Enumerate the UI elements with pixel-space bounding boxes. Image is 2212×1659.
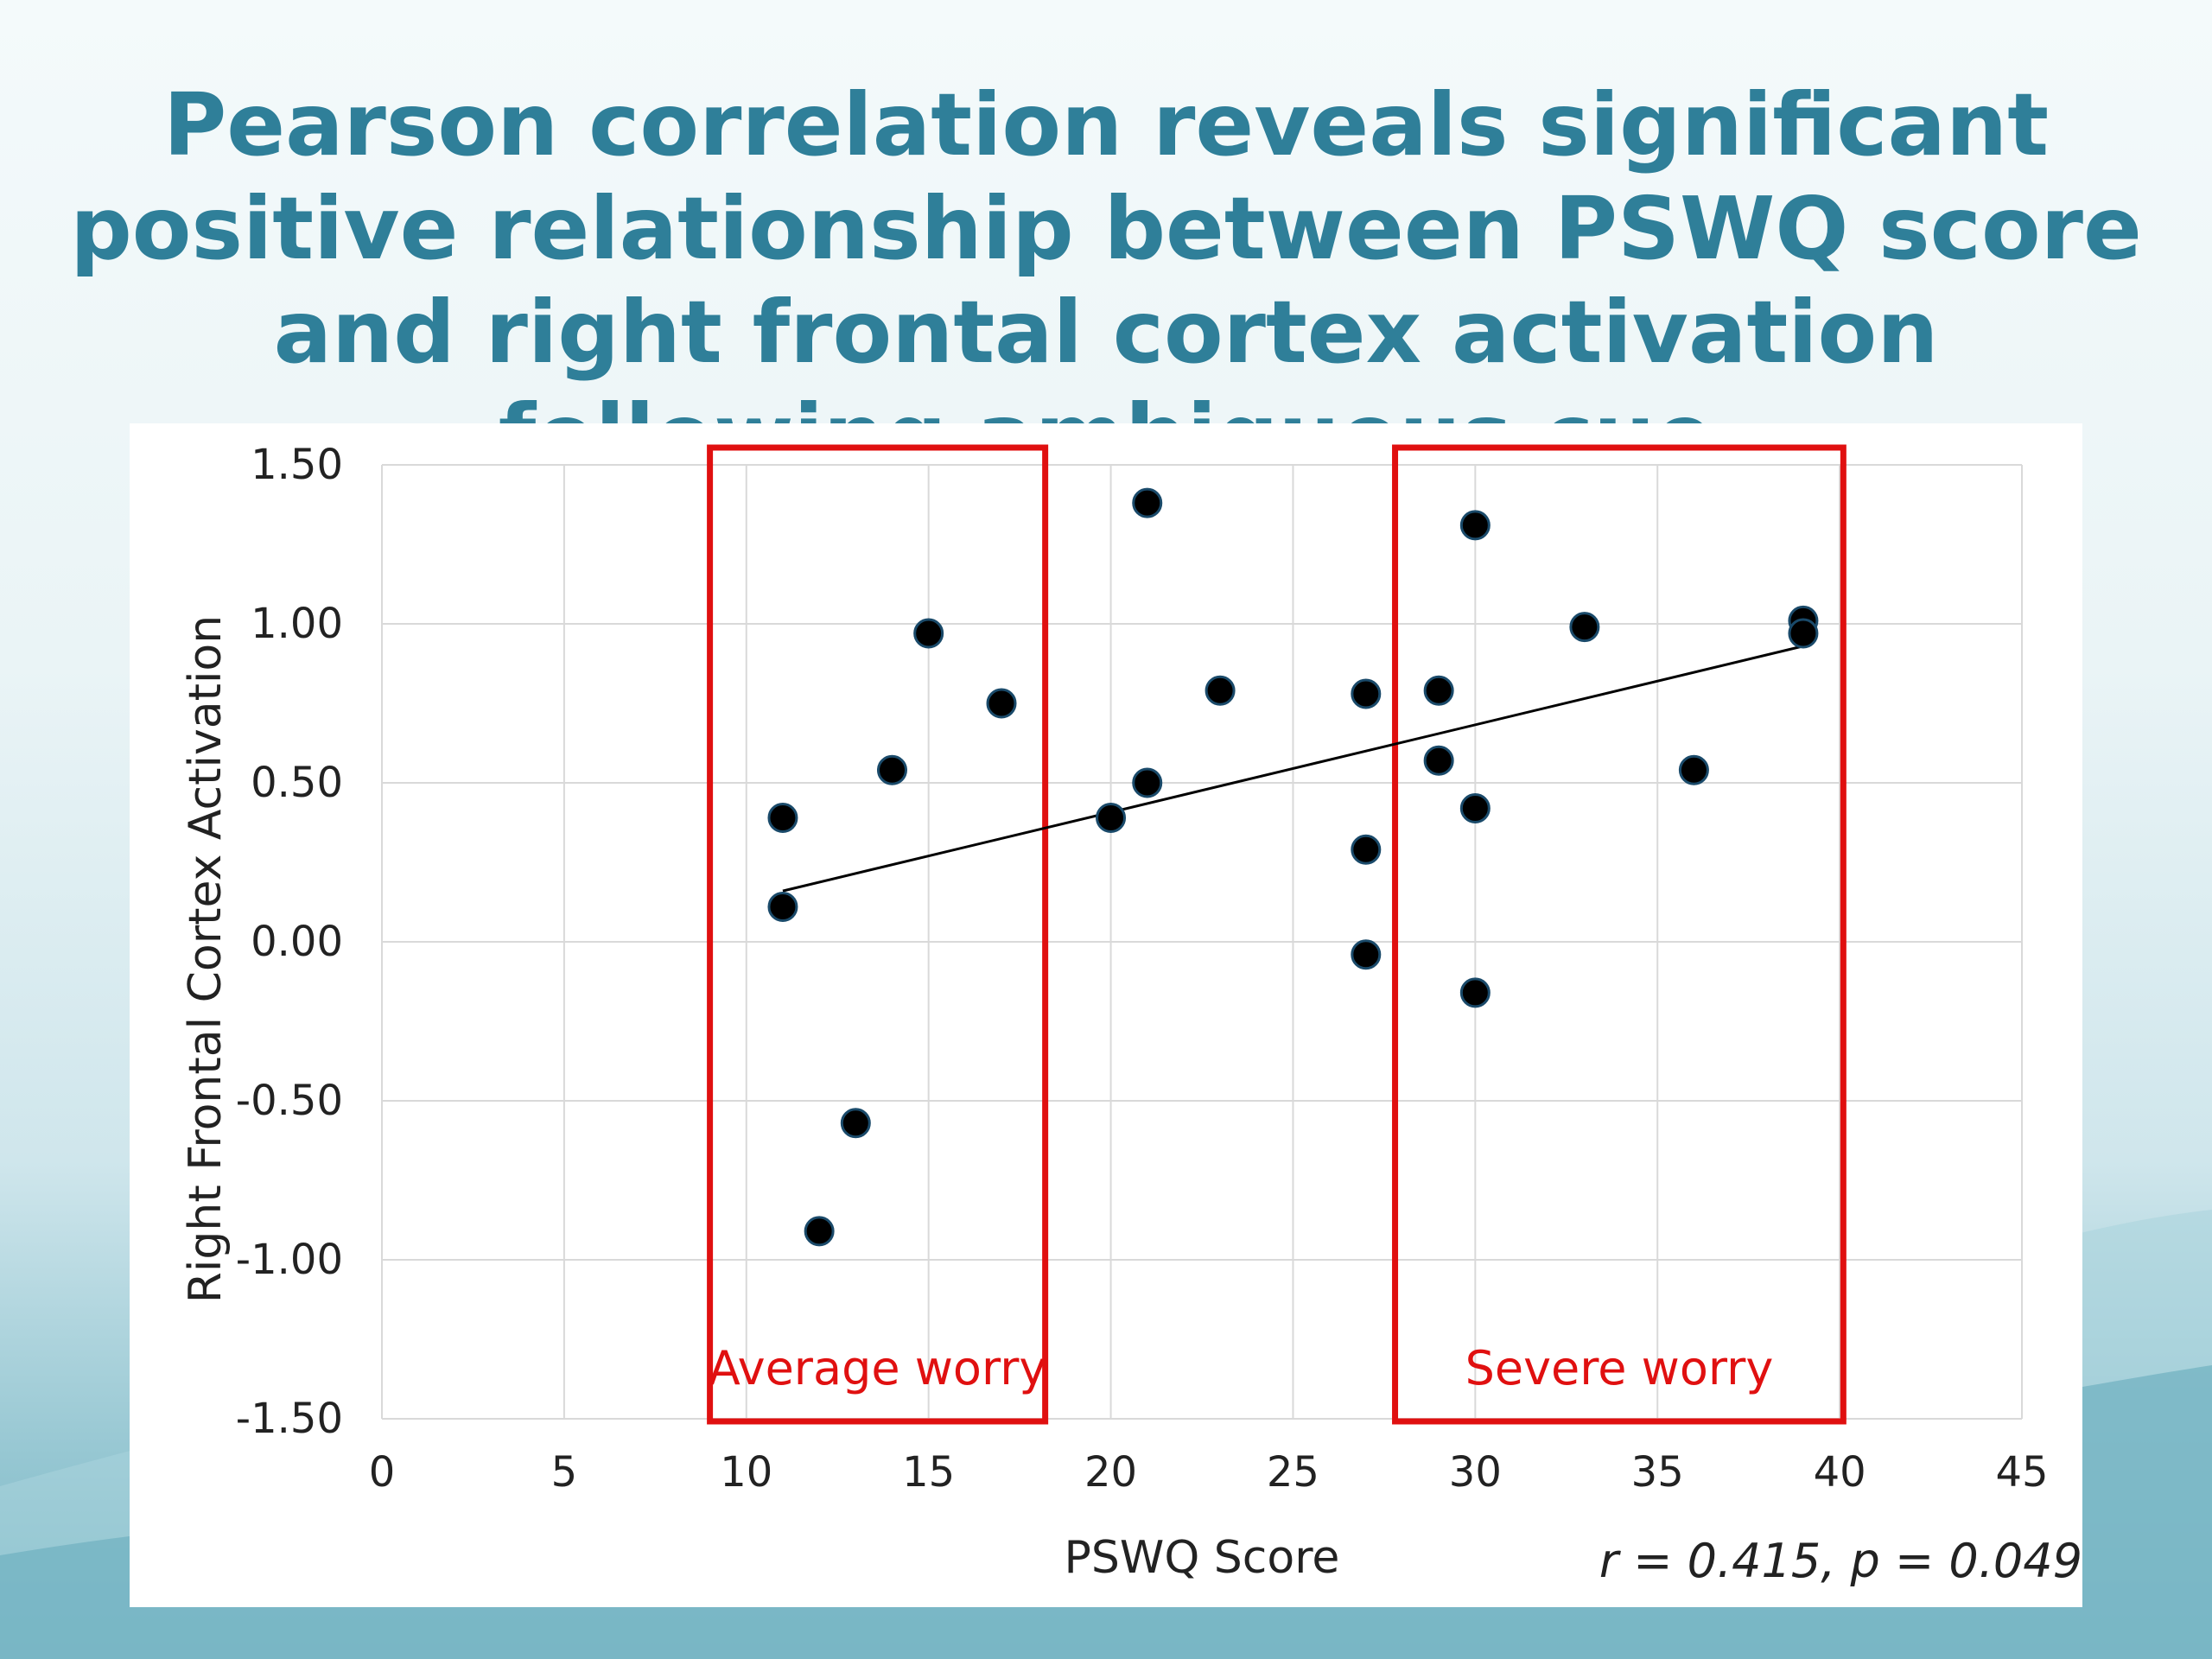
- y-tick-label: -0.50: [236, 1077, 343, 1125]
- y-tick-label: 0.50: [251, 759, 343, 807]
- x-tick-label: 15: [902, 1448, 955, 1497]
- x-tick-label: 20: [1084, 1448, 1137, 1497]
- y-tick-label: 1.00: [251, 600, 343, 648]
- data-point: [1096, 802, 1127, 833]
- data-point: [1459, 510, 1491, 541]
- data-point: [1132, 767, 1163, 798]
- worry-region-box: [1392, 444, 1847, 1425]
- worry-region-label: Severe worry: [1465, 1341, 1774, 1395]
- data-points: [767, 487, 1819, 1247]
- scatter-chart: Average worry Severe worry 0 5 10 15 20 25 30 35…: [180, 441, 2049, 1584]
- data-point: [1459, 977, 1491, 1008]
- data-point: [1423, 745, 1454, 776]
- data-point: [767, 892, 798, 923]
- data-point: [767, 802, 798, 833]
- x-axis-title: PSWQ Score: [1065, 1532, 1340, 1584]
- worry-region-box: [707, 444, 1049, 1425]
- x-tick-label: 35: [1631, 1448, 1684, 1497]
- data-point: [1459, 792, 1491, 823]
- data-point: [1132, 487, 1163, 518]
- chart-panel: Average worry Severe worry 0 5 10 15 20 25 30 35…: [130, 423, 2082, 1607]
- x-tick-label: 0: [369, 1448, 396, 1497]
- data-point: [913, 618, 944, 649]
- correlation-stats: r = 0.415, p = 0.049: [1599, 1534, 2082, 1588]
- y-axis-title: Right Frontal Cortex Activation: [180, 615, 232, 1303]
- data-point: [1678, 754, 1709, 785]
- data-point: [1351, 834, 1382, 865]
- x-tick-label: 10: [720, 1448, 772, 1497]
- y-tick-label: 1.50: [251, 441, 343, 489]
- y-tick-label: -1.50: [236, 1395, 343, 1443]
- tick-labels: 0 5 10 15 20 25 30 35 40 45 1.50 1.00 0.50 0.00 -0.50 -…: [236, 441, 2049, 1497]
- data-point: [986, 688, 1017, 719]
- data-point: [1351, 678, 1382, 709]
- trendline-layer: [782, 645, 1804, 893]
- data-point: [1205, 675, 1236, 706]
- y-tick-label: -1.00: [236, 1236, 343, 1284]
- x-tick-label: 5: [551, 1448, 578, 1497]
- x-tick-label: 40: [1814, 1448, 1866, 1497]
- x-tick-label: 45: [1995, 1448, 2048, 1497]
- data-point: [804, 1216, 835, 1247]
- worry-region-label: Average worry: [709, 1341, 1047, 1395]
- data-point: [840, 1108, 871, 1139]
- y-tick-label: 0.00: [251, 918, 343, 966]
- data-point: [1423, 675, 1454, 706]
- data-point: [1569, 612, 1600, 643]
- x-tick-label: 30: [1449, 1448, 1502, 1497]
- x-tick-label: 25: [1267, 1448, 1319, 1497]
- data-point: [1788, 618, 1819, 649]
- data-point: [876, 754, 907, 785]
- grid: [381, 464, 2023, 1420]
- trendline: [782, 645, 1804, 893]
- data-point: [1351, 939, 1382, 970]
- regions: Average worry Severe worry: [707, 444, 1847, 1425]
